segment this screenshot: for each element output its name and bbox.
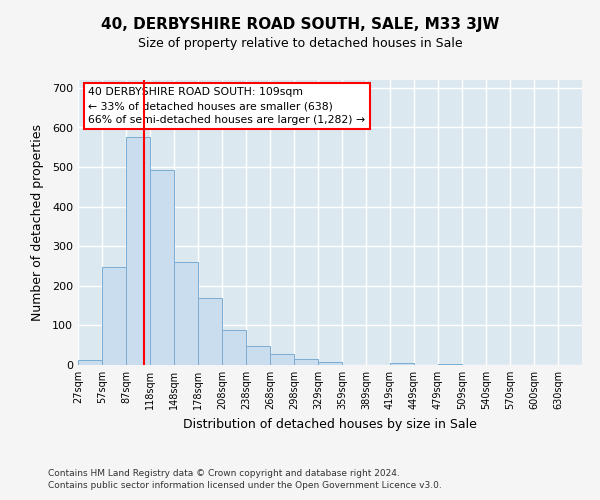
Bar: [78, 360, 102, 365]
Bar: [198, 298, 222, 365]
Bar: [126, 138, 150, 365]
X-axis label: Distribution of detached houses by size in Sale: Distribution of detached houses by size …: [183, 418, 477, 430]
Bar: [438, 364, 462, 365]
Text: Size of property relative to detached houses in Sale: Size of property relative to detached ho…: [137, 38, 463, 51]
Bar: [270, 354, 294, 365]
Bar: [390, 364, 414, 365]
Text: Contains public sector information licensed under the Open Government Licence v3: Contains public sector information licen…: [48, 481, 442, 490]
Bar: [246, 346, 270, 365]
Bar: [174, 262, 198, 365]
Text: 40, DERBYSHIRE ROAD SOUTH, SALE, M33 3JW: 40, DERBYSHIRE ROAD SOUTH, SALE, M33 3JW: [101, 18, 499, 32]
Text: Contains HM Land Registry data © Crown copyright and database right 2024.: Contains HM Land Registry data © Crown c…: [48, 468, 400, 477]
Bar: [318, 362, 342, 365]
Bar: [102, 267, 126, 365]
Bar: [150, 170, 174, 365]
Bar: [294, 360, 318, 365]
Bar: [222, 330, 246, 365]
Text: 40 DERBYSHIRE ROAD SOUTH: 109sqm
← 33% of detached houses are smaller (638)
66% : 40 DERBYSHIRE ROAD SOUTH: 109sqm ← 33% o…: [88, 87, 365, 125]
Y-axis label: Number of detached properties: Number of detached properties: [31, 124, 44, 321]
